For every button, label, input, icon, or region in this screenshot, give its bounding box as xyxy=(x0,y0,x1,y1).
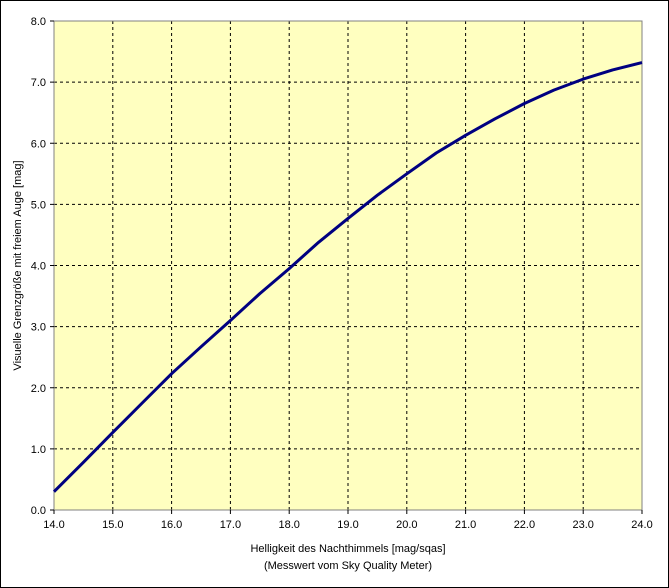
x-tick-label: 17.0 xyxy=(220,519,241,531)
x-tick-label: 19.0 xyxy=(337,519,358,531)
y-tick-label: 7.0 xyxy=(31,77,46,89)
x-tick-label: 14.0 xyxy=(43,519,64,531)
y-tick-label: 5.0 xyxy=(31,199,46,211)
y-tick-label: 0.0 xyxy=(31,505,46,517)
x-tick-label: 22.0 xyxy=(514,519,535,531)
x-tick-label: 18.0 xyxy=(278,519,299,531)
y-tick-label: 1.0 xyxy=(31,444,46,456)
x-tick-label: 21.0 xyxy=(455,519,476,531)
x-tick-label: 23.0 xyxy=(572,519,593,531)
gridlines xyxy=(54,21,642,510)
y-tick-label: 3.0 xyxy=(31,322,46,334)
x-tick-label: 16.0 xyxy=(161,519,182,531)
x-axis-label: Helligkeit des Nachthimmels [mag/sqas] xyxy=(250,543,445,555)
x-tick-label: 20.0 xyxy=(396,519,417,531)
x-tick-label: 15.0 xyxy=(102,519,123,531)
y-tick-label: 6.0 xyxy=(31,138,46,150)
y-axis-label: Visuelle Grenzgröße mit freiem Auge [mag… xyxy=(12,160,24,370)
y-axis-ticks: 0.0 1.0 2.0 3.0 4.0 5.0 6.0 7.0 8.0 xyxy=(31,16,54,517)
y-tick-label: 8.0 xyxy=(31,16,46,28)
series-line xyxy=(52,61,643,493)
y-tick-label: 2.0 xyxy=(31,383,46,395)
x-axis-label-subtitle: (Messwert vom Sky Quality Meter) xyxy=(264,560,432,572)
y-tick-label: 4.0 xyxy=(31,261,46,273)
x-axis-ticks: 14.0 15.0 16.0 17.0 18.0 19.0 20.0 21.0 22.0 23.0… xyxy=(43,510,653,531)
x-tick-label: 24.0 xyxy=(631,519,652,531)
